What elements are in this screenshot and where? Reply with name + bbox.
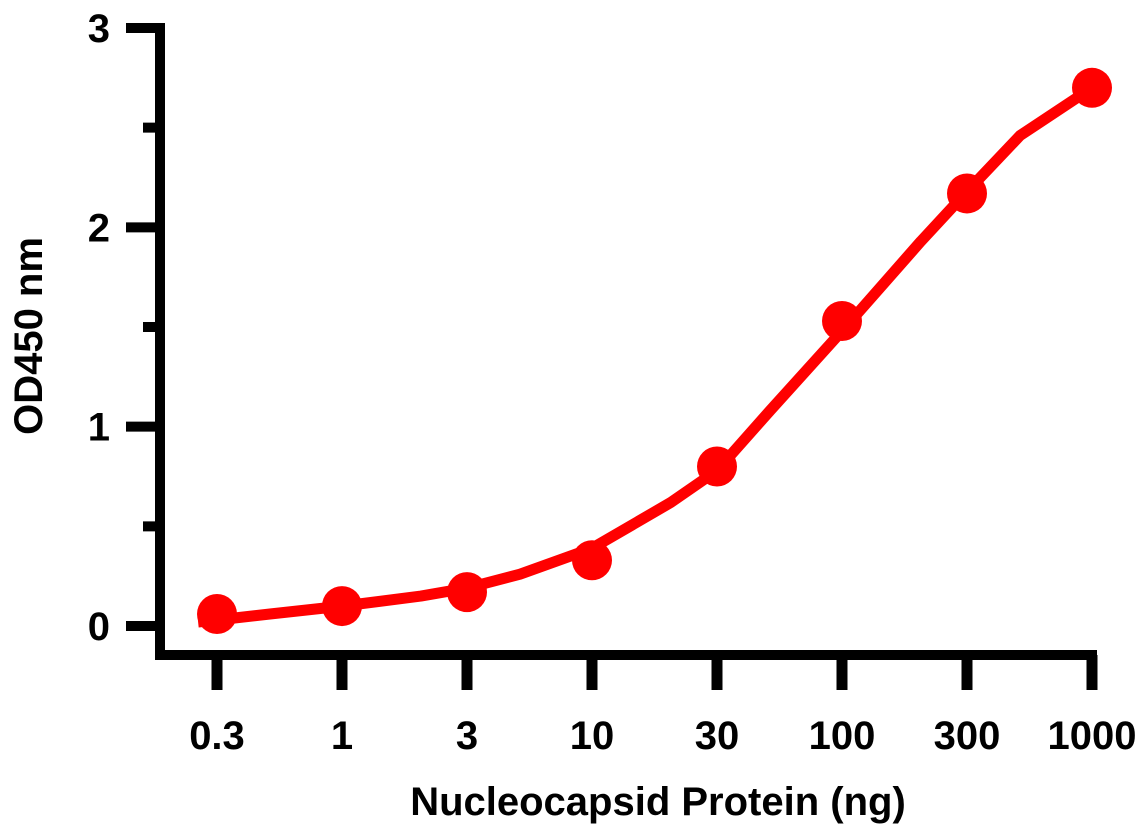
data-point: [947, 173, 987, 214]
x-tick-label: 30: [695, 714, 740, 758]
fit-curve: [197, 83, 1096, 628]
y-tick-label: 2: [88, 206, 110, 250]
x-tick-label: 10: [570, 714, 615, 758]
data-point: [197, 594, 237, 635]
y-tick-label: 3: [88, 7, 110, 51]
axes: [126, 23, 1098, 690]
x-tick-label: 1000: [1048, 714, 1137, 758]
x-tick-labels: 0.3 1 3 10 30 100 300 1000: [189, 714, 1136, 758]
x-tick-label: 100: [809, 714, 876, 758]
data-point: [322, 586, 362, 627]
y-tick-labels: 0 1 2 3: [88, 7, 110, 649]
x-axis-title: Nucleocapsid Protein (ng): [410, 780, 906, 824]
data-points: [197, 67, 1112, 635]
y-axis-title: OD450 nm: [7, 237, 51, 435]
y-tick-label: 0: [88, 605, 110, 649]
x-tick-label: 0.3: [189, 714, 245, 758]
data-point: [572, 540, 612, 581]
data-point: [822, 301, 862, 342]
x-tick-label: 300: [934, 714, 1001, 758]
data-point: [697, 446, 737, 487]
x-tick-label: 3: [456, 714, 478, 758]
y-tick-label: 1: [88, 406, 110, 450]
data-point: [447, 572, 487, 613]
x-tick-label: 1: [331, 714, 353, 758]
data-point: [1072, 67, 1112, 108]
